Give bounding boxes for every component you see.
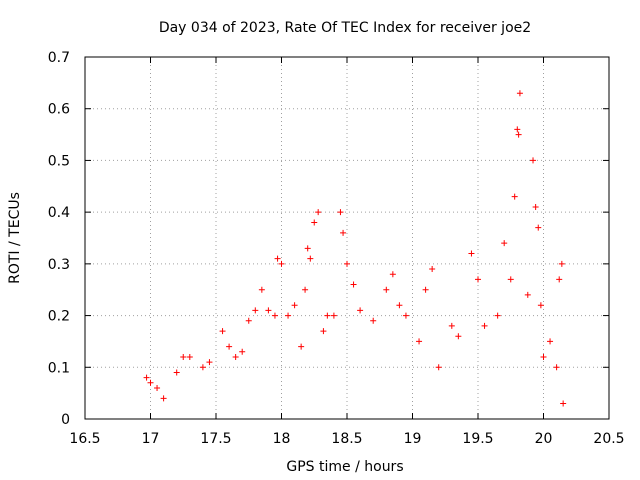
grid-lines — [85, 57, 609, 419]
axis-ticks: 16.5 17 17.5 18 18.5 19 19.5 20 20.5 0 0.1 0.2 0.3 0.… — [48, 50, 625, 447]
data-point — [186, 353, 193, 360]
data-point — [468, 250, 475, 257]
data-point — [337, 209, 344, 216]
data-point — [304, 245, 311, 252]
data-point — [402, 312, 409, 319]
data-point — [147, 379, 154, 386]
data-point — [524, 291, 531, 298]
data-point — [357, 307, 364, 314]
data-point — [330, 312, 337, 319]
data-point — [340, 229, 347, 236]
data-point — [298, 343, 305, 350]
x-axis-label: GPS time / hours — [286, 459, 403, 475]
data-point — [239, 348, 246, 355]
data-point — [274, 255, 281, 262]
data-point — [252, 307, 259, 314]
data-point — [199, 364, 206, 371]
data-point — [553, 364, 560, 371]
x-tick-label: 20 — [535, 431, 553, 447]
data-points — [143, 90, 567, 407]
x-tick-label: 19 — [404, 431, 422, 447]
data-point — [278, 260, 285, 267]
data-point — [320, 328, 327, 335]
data-point — [537, 302, 544, 309]
data-point — [206, 359, 213, 366]
data-point — [416, 338, 423, 345]
x-tick-label: 17.5 — [200, 431, 231, 447]
data-point — [448, 322, 455, 329]
data-point — [232, 353, 239, 360]
y-tick-label: 0 — [61, 412, 70, 428]
data-point — [350, 281, 357, 288]
x-tick-label: 20.5 — [593, 431, 624, 447]
data-point — [324, 312, 331, 319]
data-point — [515, 131, 522, 138]
data-point — [291, 302, 298, 309]
data-point — [285, 312, 292, 319]
data-point — [481, 322, 488, 329]
data-point — [226, 343, 233, 350]
x-tick-label: 17 — [142, 431, 160, 447]
data-point — [271, 312, 278, 319]
data-point — [535, 224, 542, 231]
data-point — [383, 286, 390, 293]
y-axis-label: ROTI / TECUs — [7, 192, 23, 284]
data-point — [556, 276, 563, 283]
data-point — [530, 157, 537, 164]
data-point — [344, 260, 350, 267]
y-tick-label: 0.1 — [48, 360, 70, 376]
y-tick-label: 0.4 — [48, 205, 70, 221]
data-point — [501, 240, 508, 247]
x-tick-label: 18.5 — [331, 431, 362, 447]
data-point — [422, 286, 429, 293]
data-point — [540, 353, 547, 360]
data-point — [547, 338, 554, 345]
data-point — [435, 364, 442, 371]
data-point — [160, 395, 167, 402]
data-point — [302, 286, 309, 293]
data-point — [315, 209, 322, 216]
data-point — [258, 286, 265, 293]
data-point — [311, 219, 318, 226]
data-point — [514, 126, 521, 133]
data-point — [475, 276, 481, 283]
x-tick-label: 16.5 — [69, 431, 100, 447]
y-tick-label: 0.6 — [48, 102, 70, 118]
data-point — [307, 255, 314, 262]
data-point — [173, 369, 180, 376]
data-point — [455, 333, 462, 340]
data-point — [389, 271, 396, 278]
chart-title: Day 034 of 2023, Rate Of TEC Index for r… — [159, 20, 531, 36]
x-tick-label: 19.5 — [462, 431, 493, 447]
data-point — [429, 266, 436, 273]
data-point — [516, 90, 523, 97]
data-point — [265, 307, 272, 314]
data-point — [180, 353, 187, 360]
y-tick-label: 0.2 — [48, 309, 70, 325]
data-point — [154, 384, 161, 391]
y-tick-label: 0.3 — [48, 257, 70, 273]
data-point — [370, 317, 377, 324]
data-point — [143, 374, 150, 381]
data-point — [511, 193, 518, 200]
data-point — [558, 260, 565, 267]
data-point — [560, 400, 567, 407]
data-point — [494, 312, 501, 319]
data-point — [219, 328, 226, 335]
data-point — [507, 276, 514, 283]
y-tick-label: 0.5 — [48, 153, 70, 169]
data-point — [245, 317, 252, 324]
y-tick-label: 0.7 — [48, 50, 70, 66]
x-tick-label: 18 — [273, 431, 291, 447]
data-point — [532, 203, 539, 210]
data-point — [396, 302, 403, 309]
